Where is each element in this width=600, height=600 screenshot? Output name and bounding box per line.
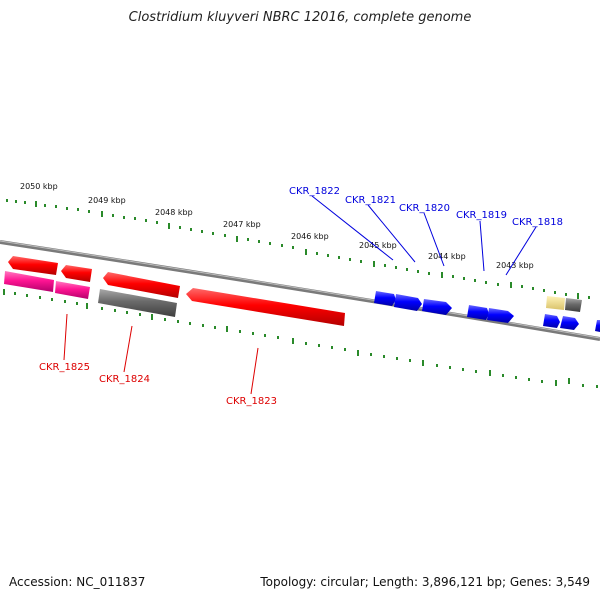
gene-arrow[interactable] (422, 299, 452, 315)
bottom-label-leaders (63, 313, 259, 395)
genome-summary-text: Topology: circular; Length: 3,896,121 bp… (260, 575, 590, 589)
gene-label[interactable]: CKR_1822 (289, 186, 340, 197)
gene-arrow[interactable] (374, 291, 396, 306)
gene-arrow[interactable] (595, 320, 600, 332)
gene-label[interactable]: CKR_1819 (456, 210, 507, 221)
accession-text: Accession: NC_011837 (9, 575, 146, 589)
gene-label[interactable]: CKR_1825 (39, 362, 90, 373)
gene-arrow[interactable] (394, 294, 422, 311)
gene-label[interactable]: CKR_1824 (99, 374, 150, 385)
scale-label: 2050 kbp (20, 182, 58, 191)
gene-arrow[interactable] (4, 271, 54, 292)
gene-arrow[interactable] (546, 296, 565, 310)
gene-label[interactable]: CKR_1823 (226, 396, 277, 407)
scale-label: 2048 kbp (155, 208, 193, 217)
inner-scale-ring (3, 289, 598, 388)
gene-label[interactable]: CKR_1821 (345, 195, 396, 206)
scale-label: 2047 kbp (223, 220, 261, 229)
gene-arrow[interactable] (8, 256, 58, 275)
gene-arrow[interactable] (98, 289, 177, 317)
scale-label: 2045 kbp (359, 241, 397, 250)
top-label-leaders (311, 195, 537, 276)
scale-label: 2049 kbp (88, 196, 126, 205)
scale-label: 2043 kbp (496, 261, 534, 270)
gene-label[interactable]: CKR_1820 (399, 203, 450, 214)
genome-title: Clostridium kluyveri NBRC 12016, complet… (128, 10, 472, 25)
gene-arrow[interactable] (55, 281, 90, 299)
gene-arrow[interactable] (543, 314, 560, 328)
outer-scale-ring (6, 199, 590, 299)
gene-arrow[interactable] (467, 305, 489, 320)
genome-backbone (0, 240, 600, 341)
gene-arrow[interactable] (103, 272, 180, 298)
gene-arrow[interactable] (61, 265, 92, 282)
gene-arrow[interactable] (560, 316, 579, 330)
gene-arrow[interactable] (487, 308, 514, 323)
gene-arrow[interactable] (565, 298, 582, 312)
scale-label: 2046 kbp (291, 232, 329, 241)
gene-label[interactable]: CKR_1818 (512, 217, 563, 228)
gene-arrow[interactable] (186, 288, 345, 326)
scale-label: 2044 kbp (428, 252, 466, 261)
